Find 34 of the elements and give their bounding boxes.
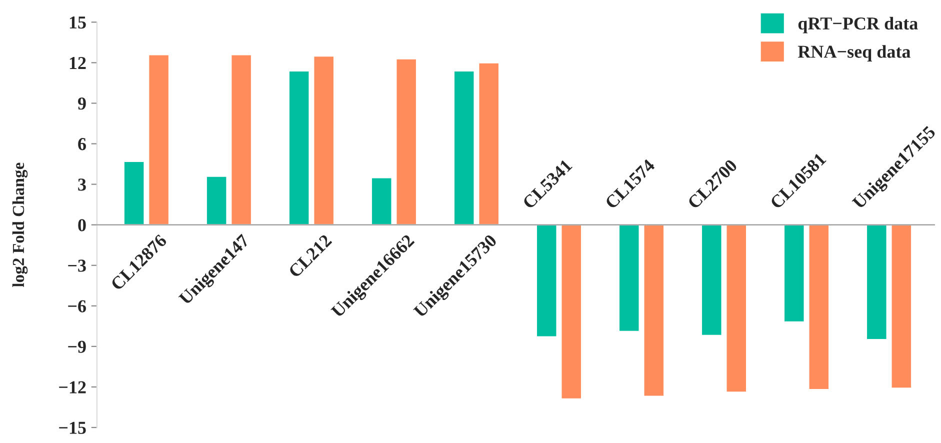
bar: [642, 224, 665, 398]
bar: [725, 224, 748, 394]
bar: [808, 224, 830, 390]
bar: [148, 54, 170, 226]
y-tick-label: −3: [68, 260, 86, 272]
bar: [370, 176, 393, 226]
legend-label: qRT−PCR data: [798, 16, 918, 34]
bar: [206, 175, 228, 226]
bar: [866, 224, 888, 340]
y-tick-label: 0: [78, 219, 86, 232]
bar: [288, 70, 310, 226]
bar: [560, 224, 582, 400]
bar: [453, 70, 476, 226]
bar: [700, 224, 723, 336]
bar: [478, 62, 500, 226]
bar: [618, 224, 640, 332]
bar: [123, 160, 146, 226]
bar: [890, 224, 912, 390]
y-tick-label: −15: [59, 422, 86, 434]
y-tick-label: 15: [70, 16, 86, 29]
y-axis-title: log2 Fold Change: [12, 162, 28, 288]
y-tick-label: −9: [68, 340, 86, 353]
legend-label: RNA−seq data: [798, 45, 910, 62]
bar: [395, 58, 418, 226]
bar: [783, 224, 806, 323]
y-tick-label: −6: [68, 300, 86, 312]
bar: [312, 55, 335, 226]
bar: [536, 224, 558, 338]
bar: [230, 54, 252, 226]
y-tick-label: 12: [70, 56, 86, 69]
y-tick-label: −12: [59, 381, 86, 394]
y-tick-label: 3: [78, 178, 86, 191]
y-tick-label: 6: [78, 138, 86, 150]
y-tick-label: 9: [78, 98, 86, 110]
